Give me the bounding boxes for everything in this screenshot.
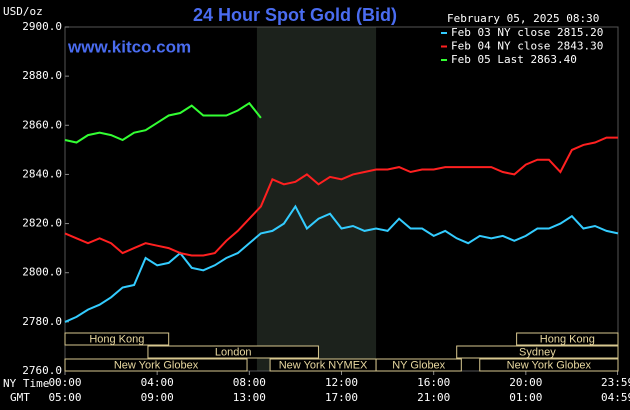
session-bar — [64, 332, 170, 346]
gmt-tick-label: 05:00 — [48, 391, 81, 404]
gmt-tick-label: 04:59 — [601, 391, 630, 404]
chart-title: 24 Hour Spot Gold (Bid) — [193, 5, 397, 25]
x-tick-label: 16:00 — [417, 376, 450, 389]
gmt-tick-label: 09:00 — [141, 391, 174, 404]
x-tick-label: 00:00 — [48, 376, 81, 389]
nymex-shade — [256, 27, 377, 371]
gmt-tick-label: 17:00 — [325, 391, 358, 404]
session-bar — [64, 358, 248, 372]
y-tick-label: 2760.0 — [22, 364, 62, 377]
session-label: London — [215, 346, 252, 358]
session-label: Sydney — [519, 346, 556, 358]
series-line — [64, 136, 618, 257]
y-tick-label: 2840.0 — [22, 167, 62, 180]
legend-label: Feb 03 NY close 2815.20 — [451, 26, 603, 39]
session-bar — [456, 345, 619, 359]
session-label: New York Globex — [114, 359, 199, 371]
session-label: New York Globex — [507, 359, 592, 371]
series-line — [64, 101, 262, 144]
y-tick-label: 2880.0 — [22, 69, 62, 82]
y-axis-label: USD/oz — [3, 5, 43, 18]
gmt-tick-label: 21:00 — [417, 391, 450, 404]
y-tick-label: 2860.0 — [22, 118, 62, 131]
site-label: www.kitco.com — [67, 37, 191, 56]
x-tick-label: 04:00 — [141, 376, 174, 389]
series-line — [64, 204, 619, 323]
y-tick-label: 2780.0 — [22, 315, 62, 328]
session-bar — [375, 358, 462, 372]
session-label: Hong Kong — [540, 333, 595, 345]
x-tick-label: 08:00 — [233, 376, 266, 389]
gmt-tick-label: 01:00 — [509, 391, 542, 404]
x-axis-name: NY Time — [3, 377, 49, 390]
session-bar — [479, 358, 619, 372]
session-bar — [516, 332, 619, 346]
legend-label: Feb 05 Last 2863.40 — [451, 53, 577, 66]
session-label: NY Globex — [392, 359, 445, 371]
x-tick-label: 23:59 — [601, 376, 630, 389]
timestamp: February 05, 2025 08:30 — [447, 12, 599, 25]
session-label: Hong Kong — [89, 333, 144, 345]
gmt-tick-label: 13:00 — [233, 391, 266, 404]
x-axis-name: GMT — [10, 391, 30, 404]
x-tick-label: 20:00 — [509, 376, 542, 389]
session-bar — [147, 345, 319, 359]
x-tick-label: 12:00 — [325, 376, 358, 389]
session-label: New York NYMEX — [279, 359, 368, 371]
y-tick-label: 2820.0 — [22, 217, 62, 230]
y-tick-label: 2800.0 — [22, 266, 62, 279]
legend-label: Feb 04 NY close 2843.30 — [451, 40, 603, 53]
y-tick-label: 2900.0 — [22, 20, 62, 33]
